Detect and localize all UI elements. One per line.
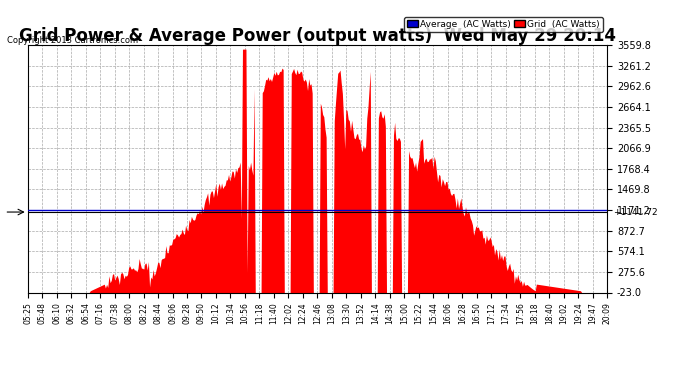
Legend: Average  (AC Watts), Grid  (AC Watts): Average (AC Watts), Grid (AC Watts) [404,17,602,32]
Text: Copyright 2013 Cartronics.com: Copyright 2013 Cartronics.com [7,36,138,45]
Title: Grid Power & Average Power (output watts)  Wed May 29 20:14: Grid Power & Average Power (output watts… [19,27,616,45]
Text: +1141.72: +1141.72 [613,207,658,216]
